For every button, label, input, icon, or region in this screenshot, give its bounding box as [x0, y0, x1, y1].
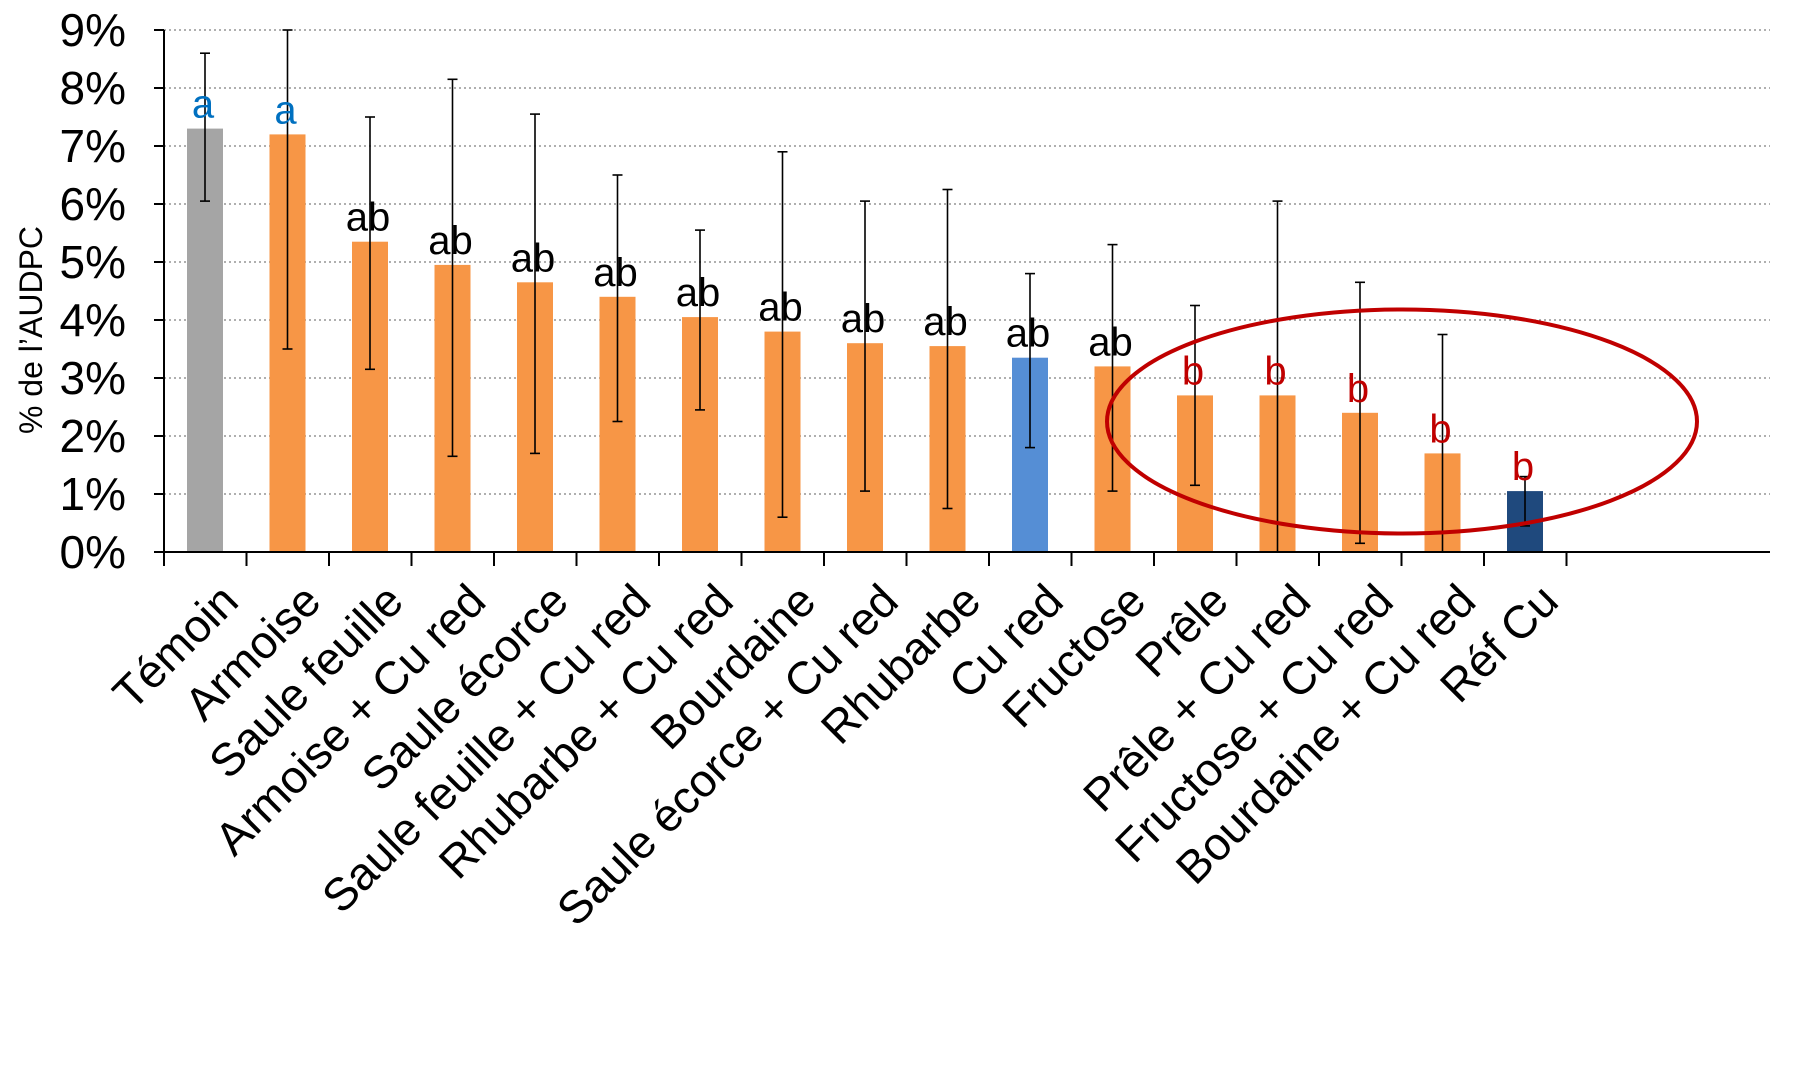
significance-label: ab [593, 251, 638, 295]
y-tick-label: 3% [60, 352, 126, 404]
significance-label: ab [676, 271, 721, 315]
gridlines [154, 29, 1770, 553]
significance-label: a [274, 88, 297, 132]
significance-label: ab [428, 219, 473, 263]
y-tick-label: 2% [60, 410, 126, 462]
y-tick-label: 8% [60, 62, 126, 114]
y-tick-label: 9% [60, 4, 126, 56]
y-tick-label: 6% [60, 178, 126, 230]
y-tick-label: 4% [60, 294, 126, 346]
significance-label: ab [346, 196, 391, 240]
significance-label: ab [1006, 312, 1051, 356]
significance-label: b [1182, 349, 1204, 393]
y-tick-label: 7% [60, 120, 126, 172]
significance-label: ab [923, 300, 968, 344]
y-tick-label: 5% [60, 236, 126, 288]
error-bars [200, 29, 1530, 553]
significance-label: ab [1088, 320, 1133, 364]
significance-label: a [192, 83, 215, 127]
significance-label: b [1429, 407, 1451, 451]
y-tick-label: 1% [60, 468, 126, 520]
significance-label: b [1512, 445, 1534, 489]
significance-label: b [1347, 367, 1369, 411]
significance-label: ab [758, 286, 803, 330]
y-axis-label: % de l’AUDPC [13, 226, 49, 434]
significance-label: b [1264, 349, 1286, 393]
axes [163, 30, 1770, 566]
significance-label: ab [841, 297, 886, 341]
significance-label: ab [511, 236, 556, 280]
highlight-ellipse [1105, 307, 1699, 536]
y-tick-labels: 0% 1% 2% 3% 4% 5% 6% 7% 8% 9% [60, 4, 126, 578]
y-tick-label: 0% [60, 526, 126, 578]
